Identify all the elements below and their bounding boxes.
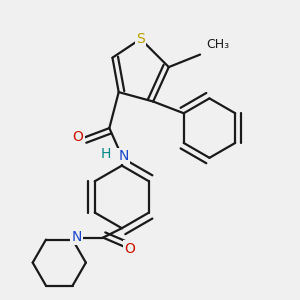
Text: N: N	[71, 230, 82, 244]
Text: H: H	[100, 147, 111, 161]
Text: O: O	[124, 242, 135, 256]
Text: N: N	[118, 149, 129, 163]
Text: CH₃: CH₃	[206, 38, 230, 51]
Text: S: S	[136, 32, 145, 46]
Text: O: O	[73, 130, 83, 145]
